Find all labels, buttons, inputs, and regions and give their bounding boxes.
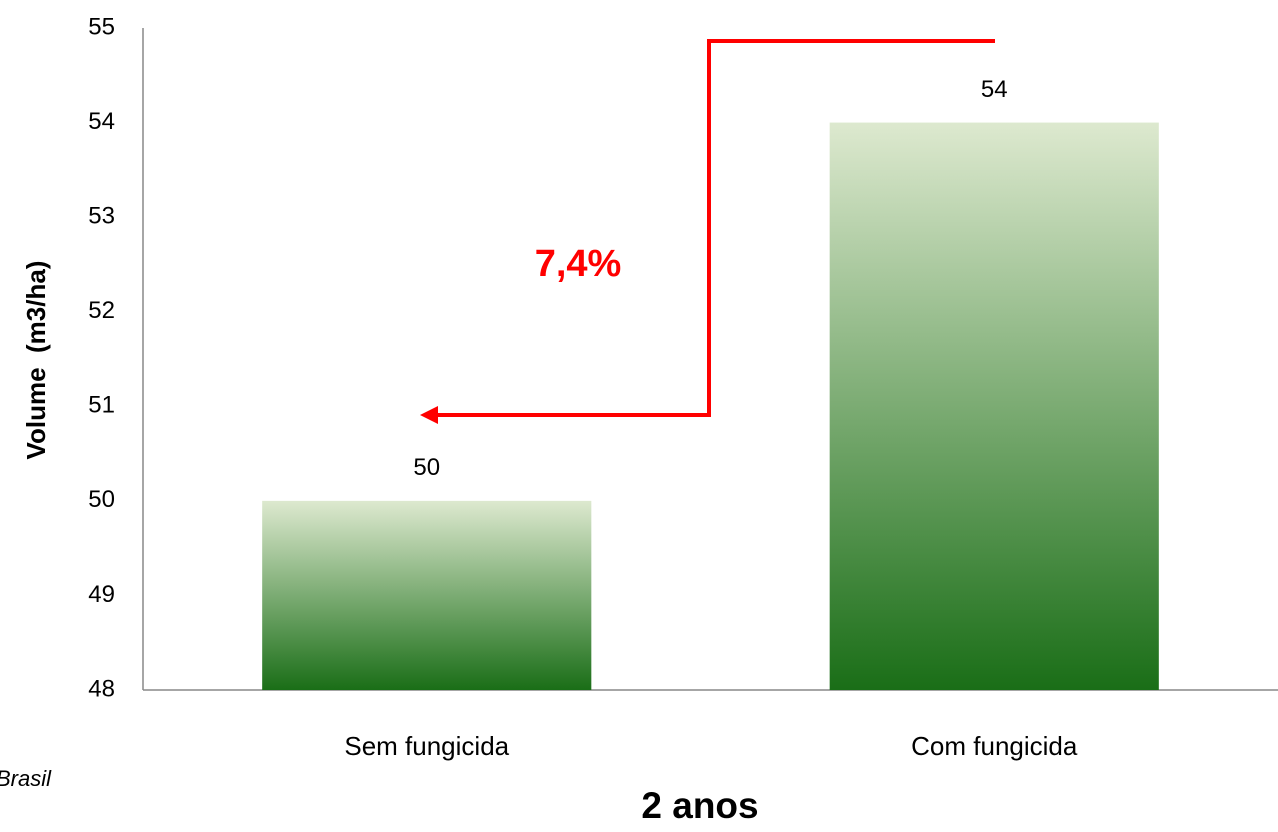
arrow-head [420,406,438,424]
y-tick-label: 50 [88,486,115,513]
y-tick-label: 51 [88,392,115,419]
y-tick-label: 54 [88,108,115,135]
data-label: 50 [413,454,440,481]
annotation: 7,4% [535,243,622,285]
bar [262,500,592,690]
y-tick-label: 53 [88,202,115,229]
arrow [432,39,995,417]
y-tick-label: 49 [88,581,115,608]
bar [829,122,1159,691]
y-axis-label: Volume (m3/ha) [21,261,51,460]
data-label: 54 [981,76,1008,103]
y-tick-label: 52 [88,297,115,324]
source: Brasil [0,766,52,791]
x-tick-label: Sem fungicida [344,731,509,761]
y-tick-label: 48 [88,675,115,702]
x-axis-label: 2 anos [641,785,758,826]
y-tick-label: 55 [88,13,115,40]
x-tick-label: Com fungicida [911,731,1078,761]
